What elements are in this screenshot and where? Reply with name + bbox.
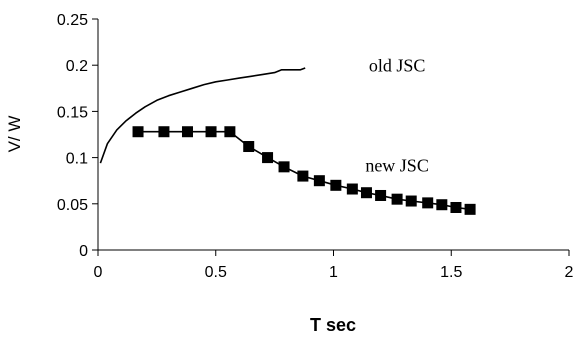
series-line-old-jsc [99, 67, 306, 164]
data-point-square [205, 126, 217, 138]
x-tick-label: 1 [329, 264, 338, 281]
x-tick-label: 2 [565, 264, 574, 281]
axes-layer: 0 0.05 0.1 0.15 0.2 0.25 0 0.5 1 1.5 2 [57, 12, 574, 281]
data-point-square [360, 187, 372, 199]
annotation-old-jsc: old JSC [369, 56, 426, 76]
y-tick-label: 0.1 [66, 151, 88, 168]
y-tick-label: 0 [79, 243, 88, 260]
data-point-square [243, 141, 255, 153]
data-point-square [405, 195, 417, 207]
y-tick-label: 0.2 [66, 58, 88, 75]
data-point-square [158, 126, 170, 138]
annotation-layer: old JSC new JSC [365, 56, 429, 176]
data-point-square [132, 126, 144, 138]
data-point-square [278, 161, 290, 173]
data-point-square [346, 183, 358, 195]
data-point-square [436, 199, 448, 211]
y-tick-label: 0.25 [57, 12, 88, 29]
data-point-square [181, 126, 193, 138]
data-point-square [224, 126, 236, 138]
y-tick-label: 0.15 [57, 104, 88, 121]
data-point-square [464, 203, 476, 215]
series-layer [99, 67, 476, 215]
data-point-square [262, 152, 274, 164]
x-tick-label: 1.5 [440, 264, 462, 281]
x-tick-label: 0.5 [205, 264, 227, 281]
data-point-square [375, 189, 387, 201]
data-point-square [313, 175, 325, 187]
x-tick-label: 0 [94, 264, 103, 281]
data-point-square [391, 193, 403, 205]
x-axis-title: T sec [310, 315, 356, 335]
data-point-square [330, 179, 342, 191]
data-point-square [422, 197, 434, 209]
data-point-square [297, 170, 309, 182]
y-axis-title: V/ W [5, 116, 24, 153]
data-point-square [450, 201, 462, 213]
annotation-new-jsc: new JSC [365, 155, 429, 175]
y-tick-label: 0.05 [57, 197, 88, 214]
